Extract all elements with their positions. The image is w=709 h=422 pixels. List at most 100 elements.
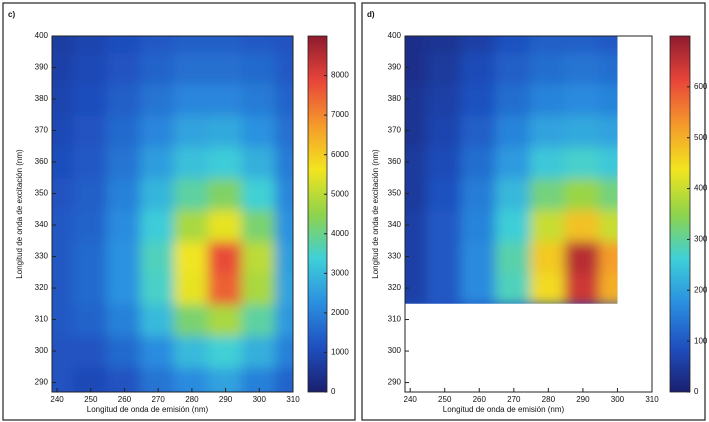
heat-cell	[426, 82, 463, 116]
heat-cell	[52, 145, 75, 179]
colorbar-tick-label: 1000	[331, 348, 349, 357]
heat-cell	[52, 365, 75, 392]
heat-cell	[599, 271, 618, 304]
heat-cell	[426, 36, 463, 53]
heat-cell	[72, 50, 109, 85]
x-tick-label: 260	[118, 395, 132, 404]
y-tick-label: 360	[35, 157, 49, 166]
heat-cell	[52, 302, 75, 337]
heat-cell	[275, 365, 293, 392]
heat-cell	[52, 50, 75, 85]
heat-cell	[530, 176, 567, 211]
x-tick-label: 310	[286, 395, 300, 404]
heat-cell	[241, 50, 278, 85]
heat-cell	[174, 334, 210, 368]
heat-cell	[405, 145, 429, 179]
heat-cell	[599, 176, 618, 211]
heat-cell	[426, 50, 463, 85]
y-tick-label: 310	[35, 315, 49, 324]
heat-cell	[174, 50, 210, 85]
x-tick-label: 260	[473, 395, 487, 404]
heat-cell	[495, 113, 533, 148]
y-tick-label: 340	[388, 220, 402, 229]
heat-cell	[174, 176, 210, 211]
heat-cell	[174, 208, 210, 242]
panel-border	[361, 2, 706, 421]
heat-cell	[241, 113, 278, 148]
y-axis-label: Longitud de onda de excitación (nm)	[371, 149, 380, 279]
heat-cell	[405, 82, 429, 116]
plot-frame	[51, 35, 294, 393]
colorbar-tick-label: 2000	[331, 308, 349, 317]
heat-cell	[140, 239, 177, 274]
heat-cell	[495, 145, 533, 179]
heat-cell	[599, 50, 618, 85]
heat-cell	[495, 82, 533, 116]
heat-cell	[530, 36, 567, 53]
heat-cell	[72, 113, 109, 148]
heat-cell	[461, 145, 498, 179]
heat-cell	[140, 334, 177, 368]
heat-cell	[174, 271, 210, 305]
heat-cell	[564, 176, 602, 211]
heat-cell	[241, 271, 278, 305]
heat-cell	[52, 271, 75, 305]
heatmap-cells	[52, 36, 293, 392]
heat-cell	[174, 36, 210, 53]
y-axis-label: Longitud de onda de excitación (nm)	[15, 149, 24, 279]
y-tick-label: 400	[388, 31, 402, 40]
heat-cell	[461, 176, 498, 211]
heat-cell	[241, 334, 278, 368]
colorbar-tick-label: 4000	[331, 229, 349, 238]
heat-cell	[72, 82, 109, 116]
heat-cell	[241, 208, 278, 242]
panel-label: c)	[8, 10, 15, 19]
y-tick-label: 340	[35, 220, 49, 229]
heat-cell	[530, 239, 567, 274]
y-tick-label: 350	[388, 189, 402, 198]
y-tick-label: 300	[35, 346, 49, 355]
y-tick-label: 380	[388, 94, 402, 103]
y-tick-label: 390	[388, 63, 402, 72]
colorbar-tick-label: 7000	[331, 110, 349, 119]
heat-cell	[72, 271, 109, 305]
heat-cell	[207, 208, 244, 242]
y-tick-label: 350	[35, 189, 49, 198]
heat-cell	[140, 208, 177, 242]
heat-cell	[275, 334, 293, 368]
heat-cell	[140, 145, 177, 179]
heat-cell	[207, 50, 244, 85]
panel: d) 240 250 260 270 280 290 300 310 290 300 310 320 33…	[361, 2, 708, 421]
y-tick-label: 300	[388, 346, 402, 355]
heat-cell	[207, 365, 244, 392]
heat-cell	[207, 145, 244, 179]
colorbar-tick-label: 0	[694, 387, 699, 396]
heat-cell	[241, 36, 278, 53]
x-axis-label: Longitud de onda de emisión (nm)	[443, 405, 565, 414]
heat-cell	[174, 82, 210, 116]
heat-cell	[461, 271, 498, 304]
heat-cell	[72, 36, 109, 53]
heat-cell	[275, 36, 293, 53]
heat-cell	[426, 208, 463, 242]
x-tick-label: 240	[50, 395, 64, 404]
y-tick-label: 290	[388, 378, 402, 387]
heat-cell	[72, 334, 109, 368]
heatmap	[405, 36, 618, 304]
heatmap	[52, 36, 293, 392]
heat-cell	[495, 239, 533, 274]
colorbar-tick-label: 500	[694, 133, 708, 142]
x-tick-label: 280	[185, 395, 199, 404]
colorbar-tick-label: 600	[694, 82, 708, 91]
heat-cell	[461, 50, 498, 85]
colorbar-tick-label: 5000	[331, 189, 349, 198]
heat-cell	[174, 239, 210, 274]
heat-cell	[564, 36, 602, 53]
heat-cell	[241, 82, 278, 116]
heat-cell	[207, 239, 244, 274]
y-tick-label: 370	[388, 126, 402, 135]
heat-cell	[564, 208, 602, 242]
x-tick-label: 310	[645, 395, 659, 404]
heat-cell	[207, 271, 244, 305]
x-tick-label: 240	[404, 395, 418, 404]
